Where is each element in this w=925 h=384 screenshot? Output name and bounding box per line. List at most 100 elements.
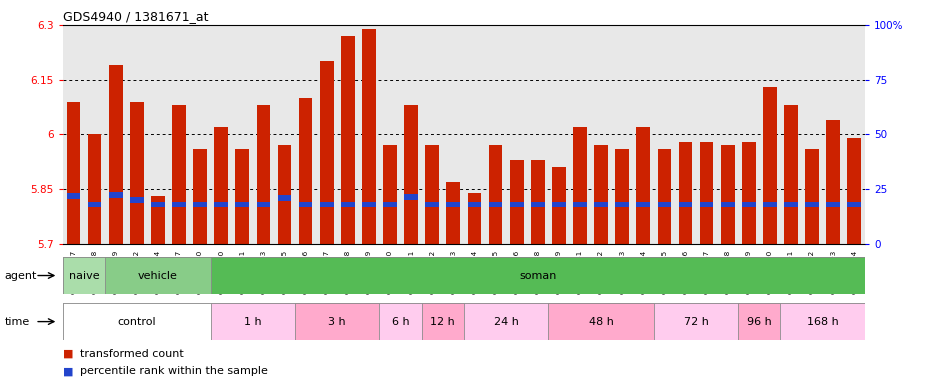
Bar — [109, 192, 122, 198]
Bar — [88, 202, 102, 207]
Text: vehicle: vehicle — [138, 270, 178, 281]
Bar — [151, 196, 165, 244]
Bar — [130, 101, 143, 244]
Bar — [636, 127, 650, 244]
Bar — [763, 202, 777, 207]
Bar — [299, 98, 313, 244]
Bar — [488, 146, 502, 244]
Bar — [467, 193, 481, 244]
Bar — [847, 138, 861, 244]
Bar — [211, 303, 295, 340]
Bar — [172, 105, 186, 244]
Bar — [679, 142, 692, 244]
Text: 96 h: 96 h — [747, 316, 771, 327]
Bar — [658, 149, 672, 244]
Bar — [531, 202, 545, 207]
Bar — [63, 303, 211, 340]
Text: 48 h: 48 h — [588, 316, 613, 327]
Bar — [422, 303, 464, 340]
Bar — [594, 202, 608, 207]
Bar — [193, 202, 207, 207]
Bar — [552, 167, 566, 244]
Bar — [383, 202, 397, 207]
Bar — [636, 202, 650, 207]
Bar — [295, 303, 379, 340]
Bar — [721, 146, 734, 244]
Bar — [236, 149, 249, 244]
Bar — [510, 202, 524, 207]
Bar — [278, 146, 291, 244]
Bar — [299, 202, 313, 207]
Bar — [341, 202, 354, 207]
Bar — [721, 202, 734, 207]
Bar — [826, 120, 840, 244]
Text: agent: agent — [5, 270, 37, 281]
Bar — [172, 202, 186, 207]
Bar — [552, 202, 566, 207]
Text: transformed count: transformed count — [80, 349, 183, 359]
Bar — [63, 257, 105, 294]
Bar — [531, 160, 545, 244]
Bar — [447, 182, 461, 244]
Bar — [67, 101, 80, 244]
Bar — [463, 303, 549, 340]
Bar — [742, 142, 756, 244]
Bar — [320, 202, 334, 207]
Text: 12 h: 12 h — [430, 316, 455, 327]
Bar — [67, 193, 80, 199]
Bar — [193, 149, 207, 244]
Bar — [130, 197, 143, 203]
Bar — [447, 202, 461, 207]
Bar — [574, 202, 586, 207]
Bar — [404, 105, 418, 244]
Bar — [320, 61, 334, 244]
Bar — [151, 202, 165, 207]
Text: GDS4940 / 1381671_at: GDS4940 / 1381671_at — [63, 10, 208, 23]
Text: 6 h: 6 h — [392, 316, 410, 327]
Bar — [826, 202, 840, 207]
Bar — [379, 303, 422, 340]
Bar — [105, 257, 211, 294]
Text: 24 h: 24 h — [494, 316, 519, 327]
Text: 3 h: 3 h — [328, 316, 346, 327]
Bar — [847, 202, 861, 207]
Bar — [615, 149, 629, 244]
Bar — [256, 105, 270, 244]
Bar — [784, 105, 798, 244]
Bar — [215, 202, 228, 207]
Bar — [806, 202, 819, 207]
Bar — [549, 303, 654, 340]
Bar — [467, 202, 481, 207]
Text: 1 h: 1 h — [244, 316, 262, 327]
Bar — [278, 195, 291, 201]
Bar — [806, 149, 819, 244]
Text: percentile rank within the sample: percentile rank within the sample — [80, 366, 267, 376]
Bar — [658, 202, 672, 207]
Bar — [510, 160, 524, 244]
Text: time: time — [5, 316, 30, 327]
Bar — [742, 202, 756, 207]
Text: control: control — [117, 316, 156, 327]
Text: 168 h: 168 h — [807, 316, 839, 327]
Bar — [215, 127, 228, 244]
Bar — [679, 202, 692, 207]
Bar — [404, 194, 418, 200]
Bar — [699, 202, 713, 207]
Bar — [594, 146, 608, 244]
Bar — [738, 303, 781, 340]
Bar — [488, 202, 502, 207]
Text: ■: ■ — [63, 349, 73, 359]
Bar — [615, 202, 629, 207]
Bar — [426, 146, 439, 244]
Bar — [236, 202, 249, 207]
Bar — [109, 65, 122, 244]
Text: soman: soman — [519, 270, 557, 281]
Bar — [88, 134, 102, 244]
Bar — [574, 127, 586, 244]
Text: naive: naive — [68, 270, 99, 281]
Bar — [426, 202, 439, 207]
Bar — [341, 36, 354, 244]
Bar — [654, 303, 738, 340]
Bar — [362, 202, 376, 207]
Text: 72 h: 72 h — [684, 316, 709, 327]
